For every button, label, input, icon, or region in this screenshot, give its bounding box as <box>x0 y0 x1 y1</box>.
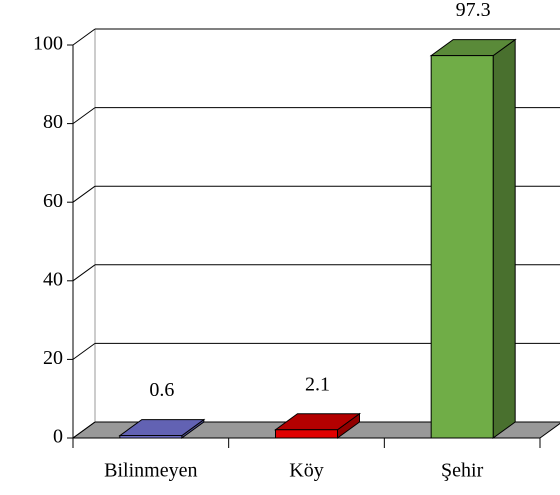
y-tick-label: 40 <box>43 268 63 290</box>
grid-line <box>72 185 96 203</box>
x-tick-label: Bilinmeyen <box>104 460 197 482</box>
grid-line <box>72 107 96 125</box>
y-tick-label: 80 <box>43 111 63 133</box>
bar-side <box>492 38 516 439</box>
y-tick-label: 20 <box>43 347 63 369</box>
grid-line <box>72 421 96 439</box>
y-tick-label: 100 <box>33 33 63 55</box>
data-label: 0.6 <box>149 379 174 401</box>
bar <box>275 429 338 439</box>
bar <box>430 55 494 439</box>
bar <box>119 435 183 439</box>
data-label: 2.1 <box>305 373 330 395</box>
x-tick-label: Şehir <box>441 460 484 482</box>
grid-line <box>72 342 96 360</box>
x-tick-label: Köy <box>289 460 323 482</box>
grid-line <box>72 28 96 46</box>
y-tick-label: 60 <box>43 190 63 212</box>
grid-line <box>72 264 96 282</box>
data-label: 97.3 <box>456 0 491 21</box>
y-tick-label: 0 <box>53 426 63 448</box>
